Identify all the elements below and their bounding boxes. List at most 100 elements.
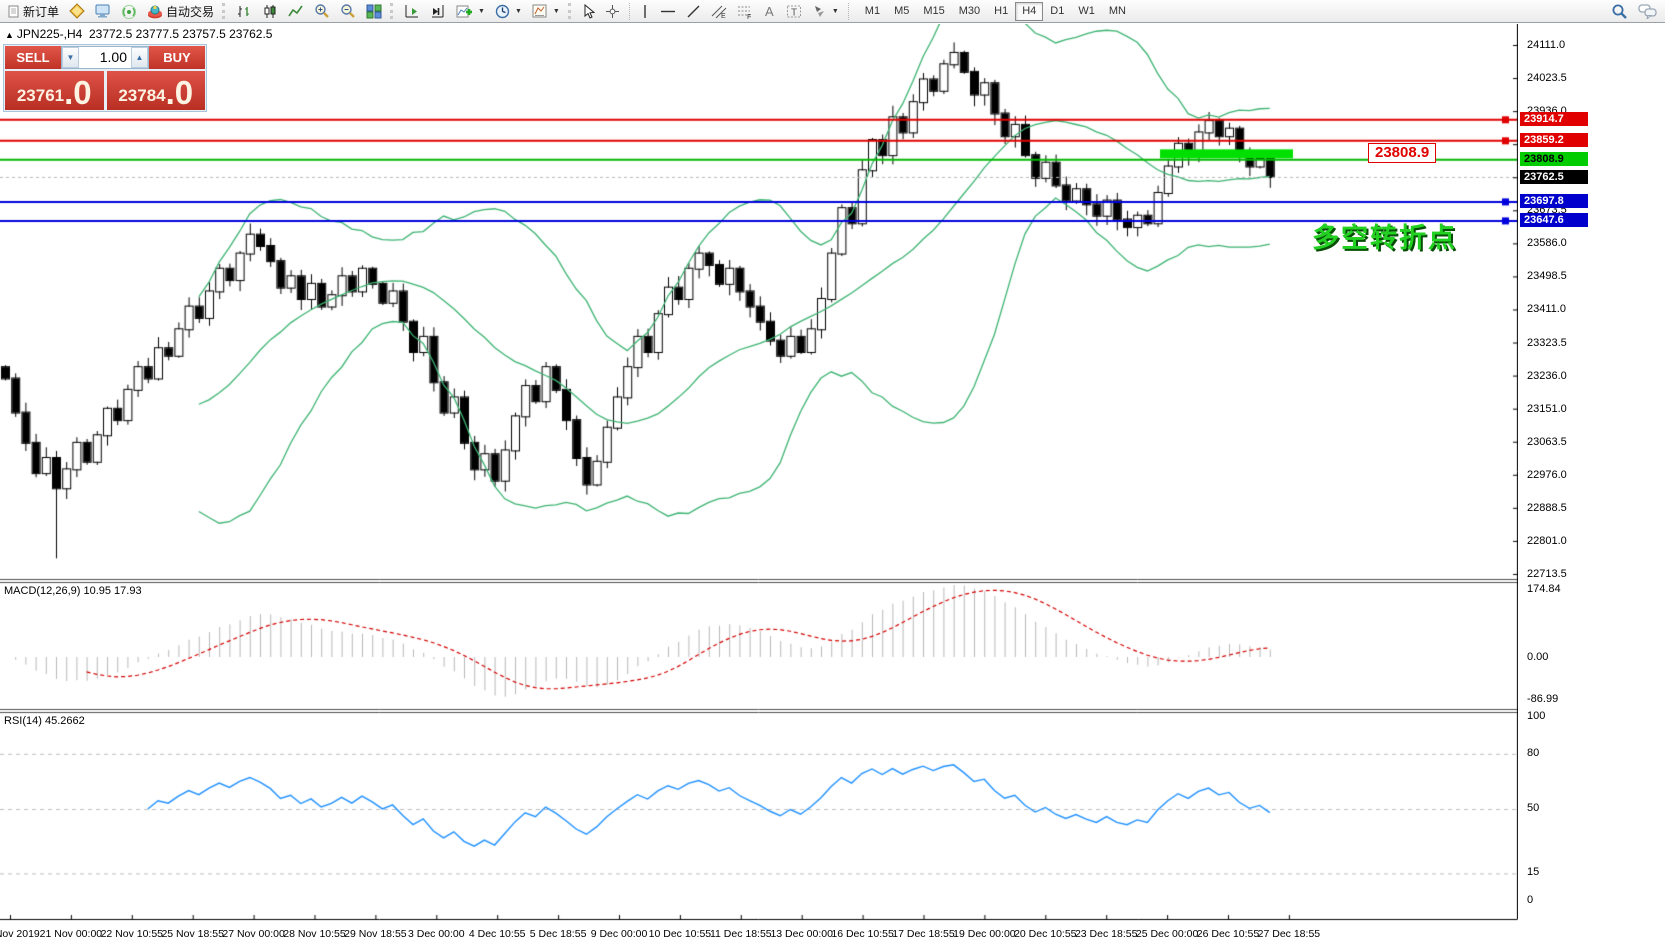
ohlc-values: 23772.5 23777.5 23757.5 23762.5 [88, 27, 273, 41]
new-order-icon [7, 5, 20, 18]
dropdown-caret-icon: ▼ [552, 7, 560, 15]
timeframe-button-h1[interactable]: H1 [994, 4, 1009, 17]
price-tag: 23697.8 [1520, 194, 1588, 209]
fibonacci-tool-button[interactable]: F [732, 1, 758, 22]
timeframe-button-m15[interactable]: M15 [923, 4, 945, 17]
auto-scroll-button[interactable] [399, 1, 425, 22]
timeframe-button-m5[interactable]: M5 [894, 4, 910, 17]
time-axis-label: 3 Dec 00:00 [407, 928, 465, 940]
add-indicator-icon [456, 4, 473, 19]
price-chart-canvas[interactable] [0, 24, 1518, 922]
svg-text:T: T [791, 7, 797, 18]
market-watch-button[interactable] [64, 1, 90, 22]
symbol-quote-line[interactable]: ▲ JPN225-,H4 23772.5 23777.5 23757.5 2376… [5, 27, 272, 41]
timeframe-button-d1[interactable]: D1 [1050, 4, 1065, 17]
chart-template-icon [532, 4, 548, 19]
arrows-tool-button[interactable]: ▼ [807, 1, 844, 22]
time-axis-label: 13 Dec 00:00 [770, 928, 833, 940]
timeframe-group: M1 M5 M15 M30 H1 H4 D1 W1 MN [858, 1, 1133, 21]
timeframe-button-mn[interactable]: MN [1108, 4, 1126, 17]
cursor-arrow-icon [582, 3, 596, 19]
time-axis-label: 23 Dec 18:55 [1074, 928, 1138, 940]
buy-button[interactable]: BUY [149, 46, 205, 69]
time-axis-label: 4 Dec 10:55 [468, 928, 526, 940]
candlestick-chart-type-button[interactable] [257, 1, 283, 22]
rsi-axis-label: 80 [1527, 746, 1540, 759]
terminal-monitor-icon [95, 4, 111, 18]
rsi-axis-label: 100 [1527, 710, 1546, 722]
timeframe-button-m30[interactable]: M30 [958, 4, 981, 17]
signals-button[interactable] [116, 1, 142, 22]
volume-input[interactable]: 1.00 [99, 49, 127, 65]
text-tool-button[interactable]: A [758, 1, 781, 22]
buy-price[interactable]: 23784 .0 [106, 71, 205, 111]
time-axis-label: 10 Dec 10:55 [648, 928, 712, 940]
text-icon: A [763, 4, 776, 19]
collapse-panel-icon[interactable]: ▲ [5, 30, 14, 40]
chart-shift-button[interactable] [425, 1, 451, 22]
cursor-tool-button[interactable] [577, 1, 600, 22]
price-tag: 23762.5 [1520, 169, 1588, 184]
terminal-button[interactable] [90, 1, 116, 22]
vertical-line-icon [640, 4, 650, 19]
y-axis-label: 24111.0 [1527, 39, 1566, 51]
time-axis-label: 29 Nov 18:55 [344, 928, 407, 940]
templates-button[interactable]: ▼ [527, 1, 565, 22]
svg-text:E: E [721, 13, 726, 19]
text-label-tool-button[interactable]: T [781, 1, 807, 22]
new-order-button[interactable]: 新订单 [2, 1, 64, 22]
sell-price[interactable]: 23761 .0 [5, 71, 104, 110]
horizontal-line-tool-button[interactable] [655, 1, 681, 22]
timeframe-button-h4[interactable]: H4 [1015, 1, 1044, 21]
chat-button[interactable] [1633, 1, 1663, 22]
bar-chart-type-button[interactable] [231, 1, 257, 22]
trendline-icon [686, 4, 701, 19]
time-axis-label: 19 Dec 00:00 [953, 928, 1016, 940]
search-button[interactable] [1606, 1, 1633, 22]
y-axis-label: 23586.0 [1527, 237, 1567, 250]
indicators-button[interactable]: ▼ [451, 1, 490, 22]
time-axis-label: 26 Dec 10:55 [1196, 928, 1260, 940]
sell-button[interactable]: SELL [5, 46, 61, 69]
sell-price-pips: .0 [64, 74, 92, 111]
price-annotation-box[interactable]: 23808.9 [1368, 143, 1437, 163]
price-tag: 23808.9 [1520, 152, 1588, 167]
y-axis-label: 22801.0 [1527, 534, 1567, 547]
zoom-out-button[interactable] [335, 1, 361, 22]
zoom-in-button[interactable] [309, 1, 335, 22]
auto-trading-button[interactable]: 自动交易 [142, 1, 219, 22]
crosshair-tool-button[interactable] [600, 1, 625, 22]
y-axis-label: 22888.5 [1527, 501, 1567, 514]
macd-label: MACD(12,26,9) 10.95 17.93 [4, 585, 142, 597]
timeframes-dropdown-button[interactable]: ▼ [490, 1, 527, 22]
timeframe-button-w1[interactable]: W1 [1078, 4, 1095, 17]
candlestick-icon [262, 4, 278, 19]
price-tag: 23859.2 [1520, 133, 1588, 148]
chinese-annotation-text[interactable]: 多空转折点 [1312, 223, 1457, 253]
equidistant-channel-tool-button[interactable]: E [706, 1, 732, 22]
y-axis-label: 22976.0 [1527, 468, 1567, 481]
fibonacci-icon: F [737, 4, 753, 21]
auto-scroll-icon [404, 4, 420, 19]
horizontal-line-icon [660, 4, 676, 19]
trendline-tool-button[interactable] [681, 1, 706, 22]
time-axis-label: 17 Dec 18:55 [892, 928, 955, 940]
auto-trading-icon [147, 4, 163, 19]
toolbar-grip [222, 3, 228, 19]
volume-decrease-button[interactable]: ▼ [62, 47, 79, 68]
main-toolbar: 新订单 自动交易 [0, 0, 1665, 23]
line-chart-type-button[interactable] [283, 1, 309, 22]
volume-increase-button[interactable]: ▲ [131, 47, 148, 68]
time-axis-label: 25 Nov 18:55 [161, 928, 224, 940]
vertical-line-tool-button[interactable] [635, 1, 655, 22]
svg-text:F: F [747, 14, 751, 19]
time-axis-label: 28 Nov 10:55 [283, 928, 346, 940]
tile-windows-button[interactable] [361, 1, 387, 22]
y-axis-label: 22713.5 [1527, 567, 1567, 580]
signal-broadcast-icon [121, 4, 137, 19]
buy-price-main: 23784 [118, 86, 166, 105]
buy-price-pips: .0 [165, 74, 194, 111]
macd-axis-label: 174.84 [1527, 583, 1561, 595]
sell-price-main: 23761 [16, 86, 65, 105]
timeframe-button-m1[interactable]: M1 [864, 4, 881, 17]
